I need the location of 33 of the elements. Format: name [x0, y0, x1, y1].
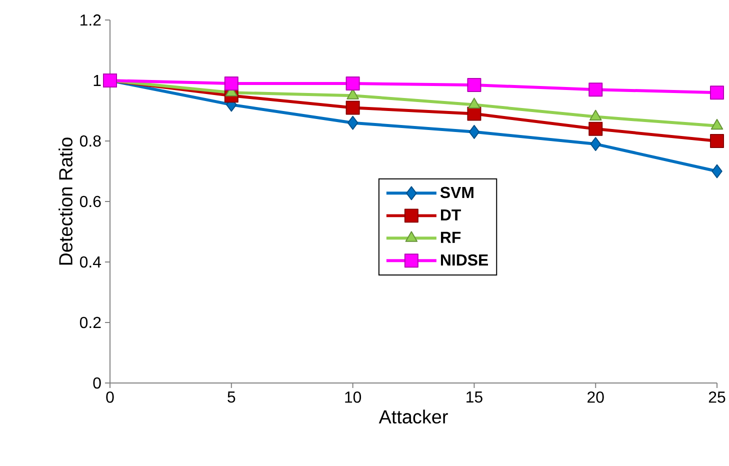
point: [468, 124, 480, 139]
legend-label: DT: [440, 209, 461, 220]
x-axis-title: Attacker: [378, 410, 448, 424]
x-tick-label: 25: [708, 392, 726, 403]
y-tick-label: 0.8: [80, 135, 101, 147]
point: [710, 134, 724, 148]
y-tick-label: 0.6: [80, 196, 101, 208]
point: [710, 86, 724, 100]
point: [590, 137, 601, 152]
point: [467, 106, 482, 121]
point: [346, 76, 360, 91]
x-tick-label: 0: [106, 392, 114, 403]
point: [588, 122, 603, 136]
point: [712, 164, 722, 178]
point: [224, 76, 238, 91]
y-tick-label: 0.4: [80, 256, 102, 268]
point: [346, 100, 360, 115]
x-tick-label: 10: [345, 392, 362, 403]
x-tick-label: 5: [228, 392, 236, 403]
point: [467, 78, 482, 92]
y-tick-label: 0.2: [80, 316, 101, 328]
legend-label: SVM: [440, 186, 474, 198]
legend-label: NIDSE: [440, 254, 488, 266]
y-tick-label: 1: [94, 75, 101, 86]
legend-label: RF: [440, 232, 461, 243]
point: [588, 82, 603, 97]
y-tick-label: 0: [93, 377, 101, 389]
y-tick-label: 1.2: [80, 14, 101, 26]
y-axis-title: Detection Ratio: [58, 138, 72, 265]
point: [589, 110, 602, 121]
x-tick-label: 20: [588, 392, 604, 403]
x-tick-label: 15: [466, 392, 482, 403]
point: [347, 116, 358, 130]
